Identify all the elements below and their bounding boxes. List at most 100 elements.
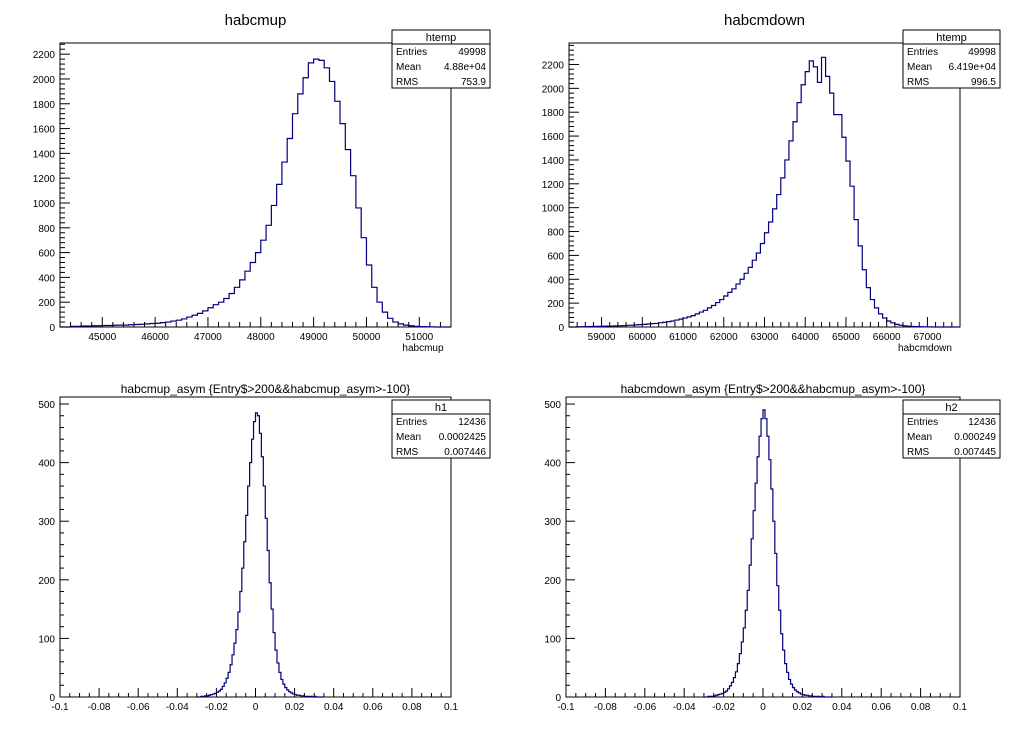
pad-habcmup-asym: habcmup_asym {Entry$>200&&habcmup_asym>-…	[38, 382, 491, 713]
x-tick-label: -0.02	[712, 702, 735, 713]
y-tick-label: 1800	[33, 100, 56, 111]
stats-value-mean: 0.000249	[954, 432, 996, 443]
y-tick-label: 200	[38, 298, 55, 309]
x-tick-label: -0.08	[594, 702, 617, 713]
y-tick-label: 0	[555, 693, 561, 704]
histogram-series	[196, 412, 324, 698]
y-tick-label: 1600	[542, 132, 565, 143]
chart-title: habcmdown	[724, 12, 805, 29]
x-tick-label: 67000	[914, 332, 942, 343]
stats-title: h2	[945, 402, 957, 414]
x-tick-label: 0.08	[911, 702, 931, 713]
stats-label-mean: Mean	[907, 432, 932, 443]
x-tick-label: 46000	[141, 332, 169, 343]
x-tick-label: 0.02	[285, 702, 305, 713]
x-tick-label: 0.1	[444, 702, 458, 713]
y-tick-label: 400	[544, 459, 561, 470]
stats-label-entries: Entries	[907, 47, 938, 58]
y-tick-label: 800	[547, 228, 564, 239]
stats-label-mean: Mean	[907, 62, 932, 73]
y-tick-label: 0	[49, 693, 55, 704]
x-axis: -0.1 -0.08 -0.06 -0.04 -0.02 0 0.02 0.04 0.06 0.0…	[557, 688, 967, 713]
y-tick-label: 200	[544, 576, 561, 587]
stats-value-mean: 4.88e+04	[444, 62, 486, 73]
x-tick-label: 63000	[751, 332, 779, 343]
stats-box: h1 Entries 12436 Mean 0.0002425 RMS 0.007446	[391, 399, 491, 459]
stats-box-frame	[391, 399, 491, 459]
x-tick-label: 0.04	[832, 702, 852, 713]
stats-value-rms: 0.007445	[954, 447, 996, 458]
stats-title: htemp	[936, 32, 967, 44]
x-tick-label: 60000	[628, 332, 656, 343]
x-tick-label: 45000	[88, 332, 116, 343]
x-tick-label: -0.08	[88, 702, 111, 713]
stats-box-frame	[902, 29, 1001, 89]
stats-value-entries: 12436	[458, 417, 486, 428]
stats-value-mean: 6.419e+04	[948, 62, 996, 73]
stats-value-entries: 49998	[968, 47, 996, 58]
pad-habcmdown: habcmdown 59000 60000 61000 62000 63000 64000 6…	[542, 12, 1001, 354]
y-axis: 0 100 200 300 400 500	[544, 400, 575, 704]
stats-label-mean: Mean	[396, 62, 421, 73]
y-tick-label: 1600	[33, 125, 56, 136]
y-axis: 0 200 400 600 800 1000 1200 1400 1600 1800 2000 220…	[33, 43, 70, 334]
stats-value-rms: 0.007446	[444, 447, 486, 458]
stats-title: htemp	[426, 32, 457, 44]
stats-box-frame	[391, 29, 491, 89]
chart-title: habcmup_asym {Entry$>200&&habcmup_asym>-…	[121, 382, 411, 396]
x-tick-label: 0.08	[402, 702, 422, 713]
x-tick-label: 59000	[588, 332, 616, 343]
x-tick-label: -0.02	[205, 702, 228, 713]
histogram-series	[569, 56, 960, 328]
stats-box: htemp Entries 49998 Mean 6.419e+04 RMS 996.5	[902, 29, 1001, 89]
x-tick-label: 0.06	[871, 702, 891, 713]
stats-value-entries: 49998	[458, 47, 486, 58]
y-tick-label: 1200	[542, 180, 565, 191]
chart-title: habcmdown_asym {Entry$>200&&habcmup_asym…	[621, 382, 926, 396]
y-tick-label: 200	[547, 299, 564, 310]
x-tick-label: 48000	[247, 332, 275, 343]
y-tick-label: 2200	[33, 50, 56, 61]
x-tick-label: -0.06	[633, 702, 656, 713]
x-axis: 59000 60000 61000 62000 63000 64000 65000 66000…	[568, 317, 961, 343]
stats-value-mean: 0.0002425	[439, 432, 487, 443]
plot-frame	[59, 42, 452, 328]
stats-label-rms: RMS	[907, 447, 930, 458]
y-tick-label: 400	[38, 273, 55, 284]
y-tick-label: 500	[544, 400, 561, 411]
stats-box: htemp Entries 49998 Mean 4.88e+04 RMS 753.9	[391, 29, 491, 89]
x-axis-label: habcmup	[402, 343, 444, 354]
x-tick-label: 49000	[300, 332, 328, 343]
x-tick-label: 50000	[353, 332, 381, 343]
stats-label-entries: Entries	[396, 417, 427, 428]
x-tick-label: 62000	[710, 332, 738, 343]
stats-title: h1	[435, 402, 447, 414]
y-tick-label: 600	[547, 251, 564, 262]
y-tick-label: 200	[38, 576, 55, 587]
y-tick-label: 800	[38, 224, 55, 235]
y-tick-label: 1400	[33, 149, 56, 160]
histogram-series	[60, 58, 451, 328]
y-tick-label: 400	[38, 459, 55, 470]
y-tick-label: 0	[558, 323, 564, 334]
x-tick-label: 65000	[832, 332, 860, 343]
stats-value-rms: 996.5	[971, 77, 996, 88]
y-tick-label: 1200	[33, 174, 56, 185]
y-tick-label: 100	[544, 634, 561, 645]
y-tick-label: 2200	[542, 60, 565, 71]
x-tick-label: 0.02	[793, 702, 813, 713]
x-tick-label: 0.1	[953, 702, 967, 713]
stats-label-entries: Entries	[907, 417, 938, 428]
x-tick-label: 51000	[405, 332, 433, 343]
y-tick-label: 300	[544, 517, 561, 528]
y-tick-label: 1000	[542, 204, 565, 215]
stats-label-entries: Entries	[396, 47, 427, 58]
x-axis-label: habcmdown	[898, 343, 952, 354]
stats-value-entries: 12436	[968, 417, 996, 428]
histogram-series	[703, 409, 832, 698]
plot-frame	[565, 396, 961, 698]
x-axis: -0.1 -0.08 -0.06 -0.04 -0.02 0 0.02 0.04 0.06 0.0…	[51, 688, 458, 713]
y-tick-label: 400	[547, 275, 564, 286]
chart-title: habcmup	[225, 12, 287, 29]
y-tick-label: 1400	[542, 156, 565, 167]
